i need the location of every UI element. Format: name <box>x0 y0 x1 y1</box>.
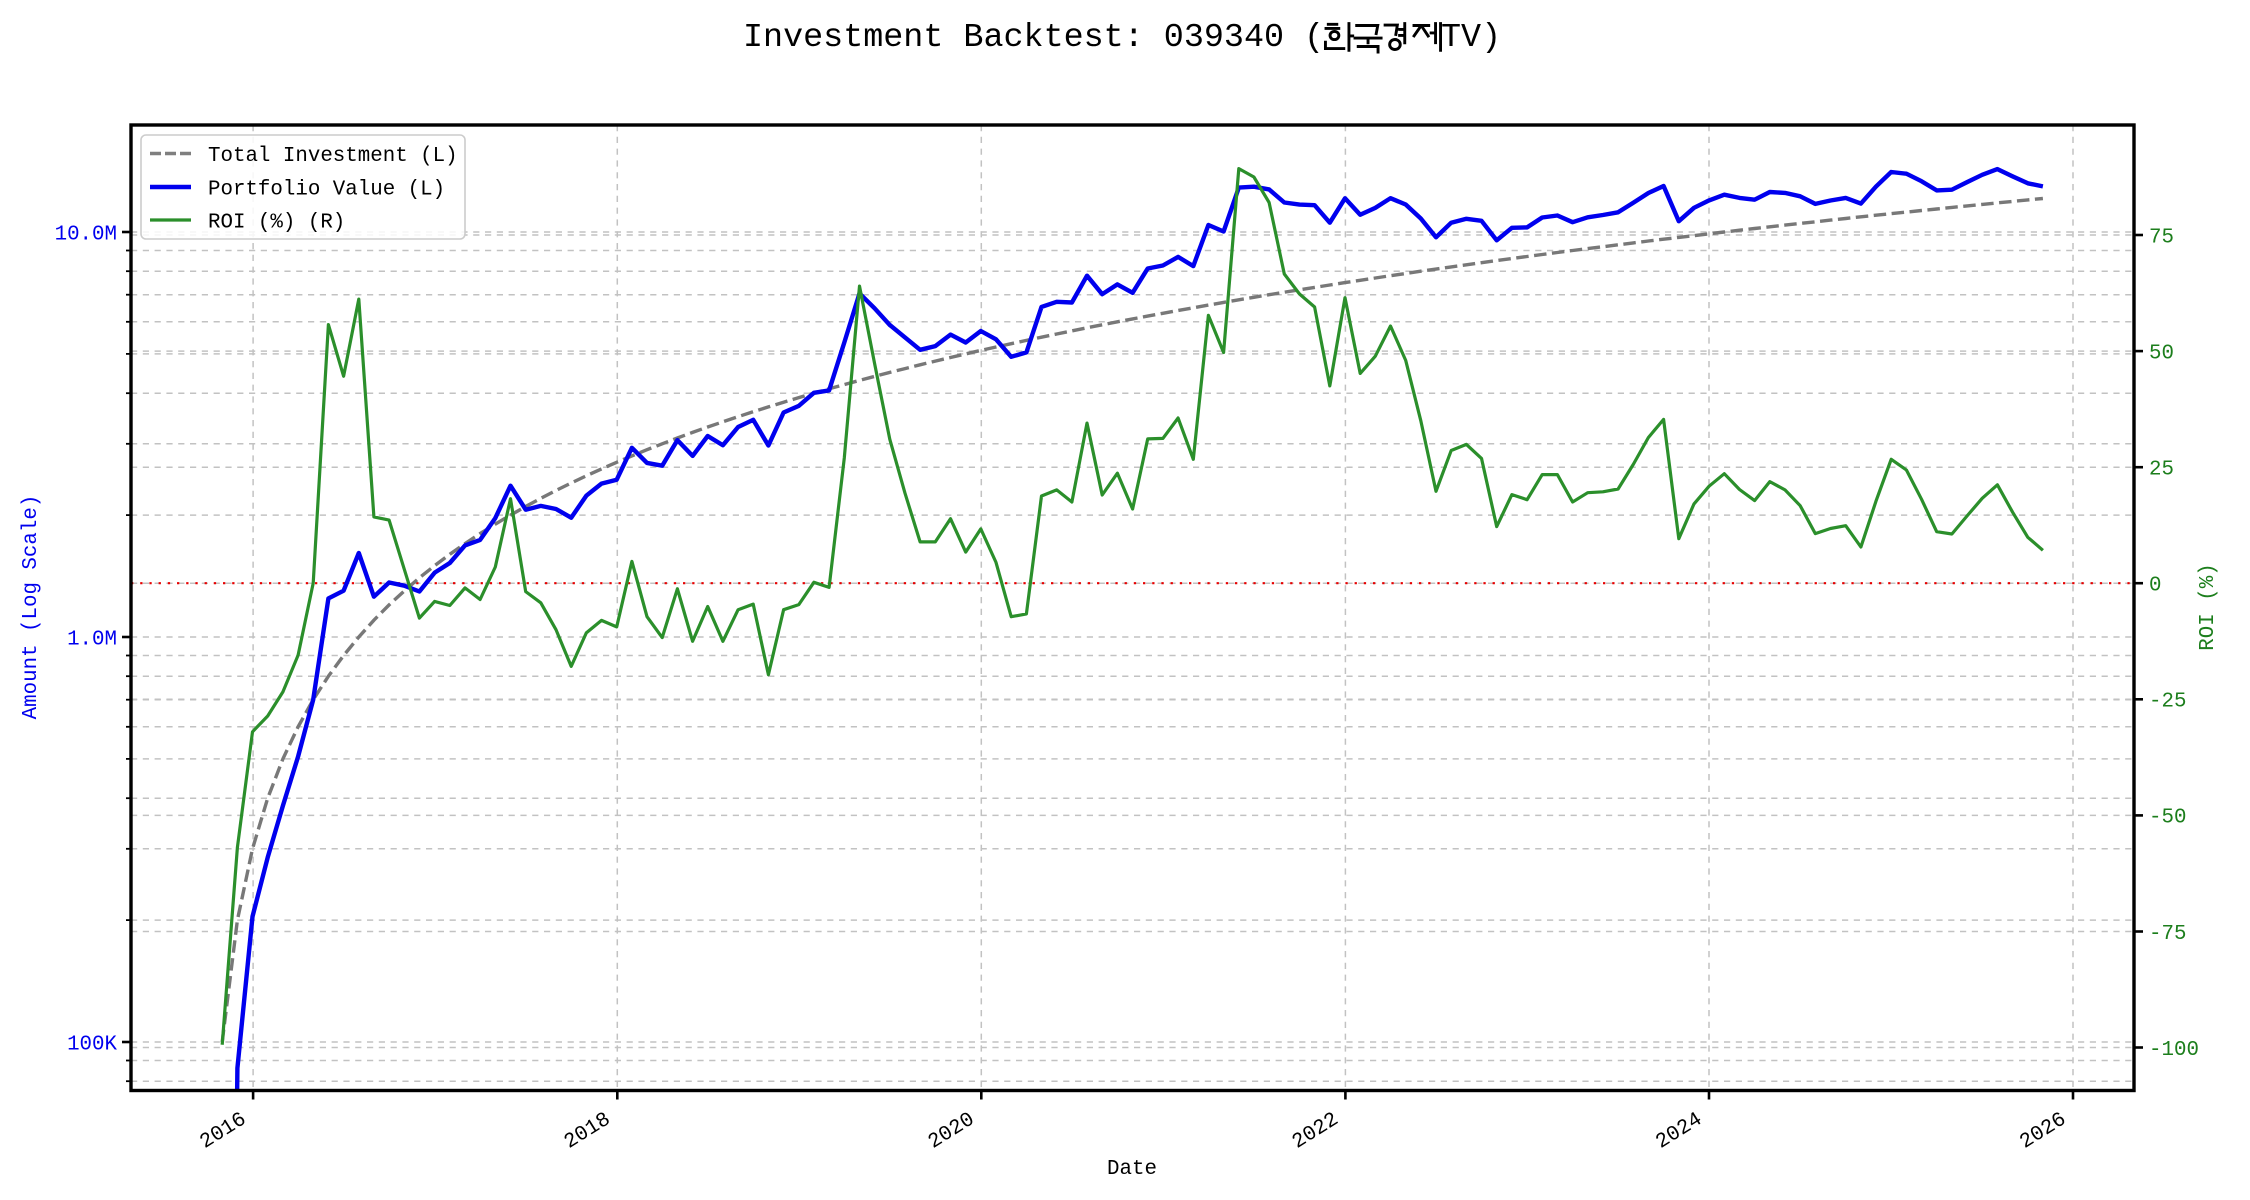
svg-text:ROI (%) (R): ROI (%) (R) <box>208 212 345 235</box>
svg-text:Total Investment (L): Total Investment (L) <box>208 145 458 168</box>
svg-text:25: 25 <box>2149 459 2174 482</box>
svg-text:75: 75 <box>2149 226 2174 249</box>
svg-text:ROI (%): ROI (%) <box>2197 563 2220 650</box>
svg-text:50: 50 <box>2149 342 2174 365</box>
svg-text:Portfolio Value (L): Portfolio Value (L) <box>208 179 445 202</box>
svg-text:-75: -75 <box>2149 923 2186 946</box>
svg-text:TV): TV) <box>1441 19 1501 57</box>
svg-text:1.0M: 1.0M <box>67 628 117 651</box>
svg-text:Date: Date <box>1107 1158 1157 1181</box>
svg-text:0: 0 <box>2149 575 2161 598</box>
svg-text:100K: 100K <box>67 1033 117 1056</box>
svg-text:-50: -50 <box>2149 807 2186 830</box>
svg-text:-25: -25 <box>2149 691 2186 714</box>
svg-text:Investment Backtest: 039340 (: Investment Backtest: 039340 ( <box>743 19 1324 57</box>
svg-text:10.0M: 10.0M <box>55 223 117 246</box>
svg-text:Amount (Log Scale): Amount (Log Scale) <box>20 495 43 720</box>
svg-text:-100: -100 <box>2149 1039 2199 1062</box>
